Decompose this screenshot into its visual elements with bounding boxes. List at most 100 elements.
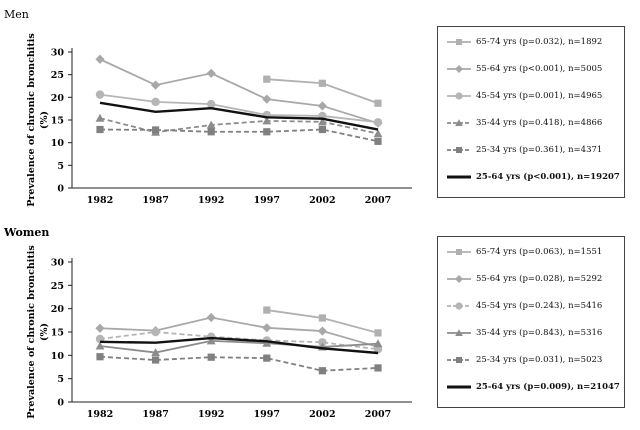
data-point: [95, 90, 105, 99]
series-line: [99, 316, 379, 348]
series-1: [95, 54, 383, 128]
legend-label: 25-64 yrs (p<0.001), n=19207: [476, 172, 620, 182]
legend-item: 35-44 yrs (p=0.843), n=5316: [446, 328, 602, 338]
data-point: [373, 129, 383, 138]
series-5: [99, 336, 379, 355]
legend-swatch: [447, 357, 471, 363]
legend-swatch: [447, 175, 471, 179]
legend-label: 25-34 yrs (p=0.361), n=4371: [476, 145, 603, 155]
x-tick-label: 2002: [309, 195, 335, 206]
legend-item: 65-74 yrs (p=0.063), n=1551: [446, 247, 602, 257]
legend-swatch: [447, 39, 471, 45]
legend-item: 45-54 yrs (p=0.243), n=5416: [446, 301, 602, 311]
series-line: [99, 58, 379, 125]
y-axis-label: Prevalence of chronic bronchitis (%): [26, 33, 50, 206]
data-point: [374, 329, 382, 337]
legend-swatch: [447, 385, 471, 389]
series-3: [95, 336, 383, 357]
data-point: [95, 323, 105, 333]
data-point: [207, 353, 215, 361]
data-point: [318, 125, 326, 134]
series-4: [96, 125, 382, 145]
legend-label: 25-64 yrs (p=0.009), n=21047: [476, 382, 620, 392]
legend-marker: [456, 249, 462, 255]
legend-item: 55-64 yrs (p=0.028), n=5292: [446, 274, 602, 284]
data-point: [152, 356, 160, 364]
legend-item: 25-64 yrs (p=0.009), n=21047: [446, 382, 620, 392]
x-tick-label: 1997: [254, 409, 280, 420]
data-point: [318, 79, 326, 87]
legend-marker: [456, 39, 462, 45]
legend-label: 65-74 yrs (p=0.063), n=1551: [476, 247, 603, 257]
legend-marker: [455, 119, 463, 127]
legend-marker: [456, 147, 462, 153]
women-legend: 65-74 yrs (p=0.063), n=1551 55-64 yrs (p=…: [437, 236, 625, 408]
data-point: [263, 306, 271, 314]
x-tick-label: 2002: [309, 409, 335, 420]
legend-item: 45-54 yrs (p=0.001), n=4965: [446, 91, 602, 101]
data-point: [151, 80, 161, 90]
series-0: [263, 75, 382, 107]
legend-swatch: [447, 65, 471, 73]
chart-title: Men: [4, 8, 29, 21]
legend-item: 25-64 yrs (p<0.001), n=19207: [446, 172, 620, 182]
legend-marker: [455, 65, 463, 73]
legend-swatch: [447, 249, 471, 255]
y-tick-label: 30: [51, 258, 65, 269]
data-point: [152, 126, 160, 134]
chart-title: Women: [3, 226, 49, 239]
data-point: [263, 128, 271, 136]
y-axis-label: Prevalence of chronic bronchitis (%): [26, 245, 50, 418]
legend-item: 35-44 yrs (p=0.418), n=4866: [446, 118, 602, 128]
legend-item: 65-74 yrs (p=0.032), n=1892: [446, 37, 602, 47]
data-point: [262, 94, 272, 104]
legend-marker: [456, 357, 462, 363]
series-line: [99, 128, 379, 143]
x-tick-label: 1982: [87, 195, 113, 206]
legend-label: 55-64 yrs (p=0.028), n=5292: [476, 274, 603, 284]
y-tick-label: 0: [57, 184, 64, 195]
series-line: [99, 93, 379, 124]
series-line: [99, 117, 379, 135]
data-point: [373, 339, 383, 348]
x-tick-label: 1997: [254, 195, 280, 206]
legend-label: 35-44 yrs (p=0.843), n=5316: [476, 328, 603, 338]
legend-marker: [455, 275, 463, 283]
legend-item: 55-64 yrs (p<0.001), n=5005: [446, 64, 602, 74]
legend-label: 35-44 yrs (p=0.418), n=4866: [476, 118, 603, 128]
x-tick-label: 1987: [142, 195, 168, 206]
legend-swatch: [447, 275, 471, 283]
legend-swatch: [447, 119, 471, 127]
legend-marker: [455, 92, 463, 100]
data-point: [262, 116, 272, 125]
y-tick-label: 25: [51, 70, 64, 81]
legend-swatch: [447, 92, 471, 100]
data-point: [318, 367, 326, 375]
series-4: [96, 353, 382, 375]
y-tick-label: 5: [57, 161, 64, 172]
legend-label: 45-54 yrs (p=0.243), n=5416: [476, 301, 603, 311]
chart-panel-0: Men 0 5 10 15 20 25 30 1982 1987 1992 1997 2002 2007 P…: [4, 8, 412, 207]
y-tick-label: 20: [51, 93, 65, 104]
y-tick-label: 25: [51, 281, 64, 292]
x-tick-label: 2007: [365, 195, 391, 206]
data-point: [374, 99, 382, 107]
series-line: [99, 336, 379, 355]
data-point: [317, 101, 327, 111]
data-point: [318, 117, 327, 126]
y-tick-label: 30: [51, 48, 65, 59]
data-point: [207, 128, 215, 136]
legend-label: 25-34 yrs (p=0.031), n=5023: [476, 355, 603, 365]
series-0: [263, 306, 382, 337]
y-tick-label: 20: [51, 304, 65, 315]
data-point: [374, 364, 382, 372]
data-point: [95, 341, 105, 350]
data-point: [95, 113, 105, 122]
data-point: [262, 323, 272, 333]
data-point: [151, 348, 160, 357]
series-line: [99, 339, 379, 354]
y-tick-label: 5: [57, 374, 64, 385]
data-point: [206, 336, 216, 345]
data-point: [374, 137, 382, 145]
